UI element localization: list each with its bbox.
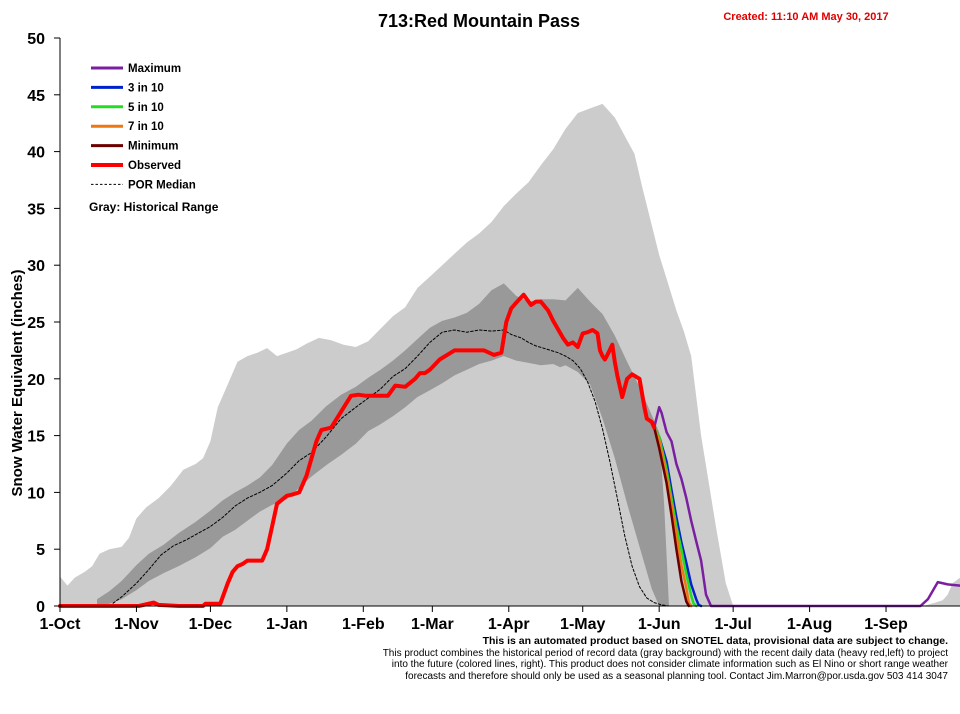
legend-label: Minimum: [128, 141, 178, 153]
disclaimer-line-1: This product combines the historical per…: [382, 647, 948, 659]
y-tick-label: 15: [27, 429, 45, 446]
y-tick-label: 50: [27, 31, 45, 48]
y-tick-label: 35: [27, 201, 45, 218]
y-tick-label: 20: [27, 372, 45, 389]
legend-label: 3 in 10: [128, 82, 164, 94]
x-tick-label: 1-Dec: [189, 616, 233, 633]
legend: Maximum 3 in 10 5 in 10 7 in 10 Minimum Obser…: [80, 56, 247, 220]
created-timestamp: Created: 11:10 AM May 30, 2017: [723, 11, 888, 23]
x-tick-label: 1-Mar: [411, 616, 454, 633]
y-tick-label: 45: [27, 88, 45, 105]
interquartile-band: [97, 283, 669, 606]
x-tick-label: 1-Feb: [342, 616, 385, 633]
x-tick-label: 1-Jul: [714, 616, 751, 633]
legend-label: POR Median: [128, 179, 196, 191]
disclaimer-line-3: forecasts and therefore should only be u…: [405, 670, 948, 682]
legend-label: Maximum: [128, 63, 181, 75]
disclaimer-block: This is an automated product based on SN…: [308, 635, 948, 682]
legend-label: 7 in 10: [128, 121, 164, 133]
series-lines: [58, 292, 960, 608]
legend-label: 5 in 10: [128, 102, 164, 114]
y-tick-label: 0: [36, 599, 45, 616]
disclaimer-heading: This is an automated product based on SN…: [482, 635, 948, 647]
x-tick-label: 1-Nov: [114, 616, 159, 633]
legend-box: [80, 56, 247, 220]
axes: 0 5 10 15 20 25 30 35 40 45 50 1-Oct 1-Nov 1-Dec 1-Jan…: [27, 31, 960, 633]
historical-range-lower-band: [178, 365, 660, 606]
x-tick-label: 1-Jan: [266, 616, 308, 633]
series-line-7-in-10: [652, 426, 693, 608]
x-tick-label: 1-Apr: [488, 616, 530, 633]
x-tick-label: 1-Oct: [40, 616, 82, 633]
disclaimer-line-2: into the future (colored lines, right). …: [391, 659, 948, 670]
y-axis-label: Snow Water Equivalent (inches): [9, 270, 26, 497]
historical-bands: [60, 103, 960, 607]
x-tick-label: 1-Jun: [638, 616, 681, 633]
x-tick-label: 1-May: [560, 616, 605, 633]
y-tick-label: 25: [27, 315, 45, 332]
y-tick-label: 40: [27, 145, 45, 162]
y-tick-label: 10: [27, 485, 45, 502]
y-tick-label: 30: [27, 258, 45, 275]
y-tick-label: 5: [36, 542, 45, 559]
series-line-maximum: [652, 405, 960, 608]
series-line-observed: [58, 292, 657, 608]
series-line-minimum: [652, 426, 691, 608]
x-tick-label: 1-Aug: [787, 616, 832, 633]
x-tick-label: 1-Sep: [864, 616, 908, 633]
legend-label: Observed: [128, 160, 181, 172]
series-line-por-median: [59, 329, 670, 607]
gray-range-note: Gray: Historical Range: [89, 200, 219, 214]
chart-title: 713:Red Mountain Pass: [378, 11, 580, 31]
